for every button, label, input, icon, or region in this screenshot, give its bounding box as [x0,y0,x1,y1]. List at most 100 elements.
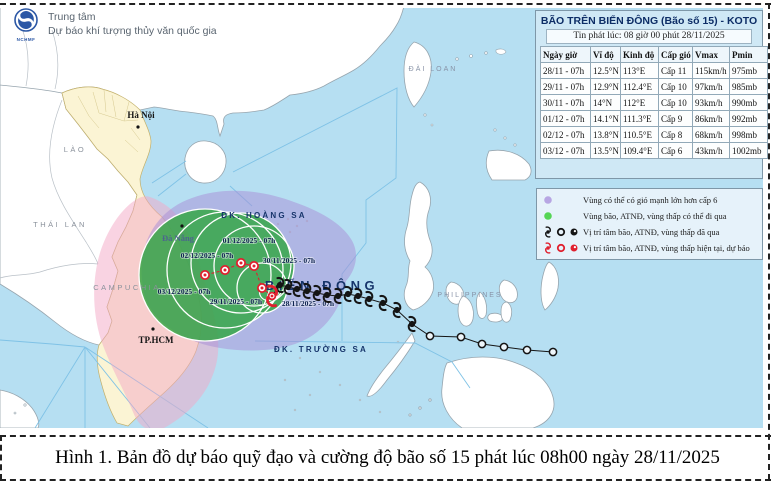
agency-name-line1: Trung tâm [48,11,96,23]
country-borders [0,27,99,279]
figure-caption: Hình 1. Bản đồ dự báo quỹ đạo và cường đ… [55,447,720,468]
table-cell: 30/11 - 07h [540,94,591,111]
nchmf-logo-icon [14,8,38,32]
table-cell: Cấp 8 [658,126,693,143]
table-cell: 109.4°E [620,142,659,159]
map-label: BIỂN ĐÔNG [265,278,379,293]
column-header: Ngày giờ [540,46,591,63]
past-track [266,276,558,357]
forecast-date-label: 03/12/2025 - 07h [158,287,212,296]
land-taiwan [403,41,432,108]
land-hainan [184,140,227,184]
table-row: 29/11 - 07h 12.9°N 112.4°E Cấp 10 97km/h 985m… [540,78,768,95]
land-peninsula [0,389,40,428]
storm-table-panel: BÃO TRÊN BIỂN ĐÔNG (Bão số 15) - KOTO Ti… [535,10,768,179]
table-cell: 01/12 - 07h [540,110,591,127]
map-label: ĐÀI LOAN [409,64,458,73]
forecast-cone-rings [138,208,295,342]
table-row: 02/12 - 07h 13.8°N 110.5°E Cấp 8 68km/h 998mb [540,126,768,143]
map-label: CAMPUCHIA [93,283,161,292]
map-label: ĐK. TRƯỜNG SA [274,345,368,354]
dashed-border-right [768,3,770,480]
table-cell: 86km/h [692,110,730,127]
legend-label: Vị trí tâm bão, ATNĐ, vùng thấp đã qua [583,227,720,237]
current-date-label: 28/11/2025 - 07h [282,299,335,308]
table-cell: 13.8°N [590,126,621,143]
column-header: Cấp gió [658,46,693,63]
table-cell: Cấp 10 [658,94,693,111]
legend-panel: Vùng có thể có gió mạnh lớn hơn cấp 6 Vù… [536,188,763,260]
column-header: Kinh độ [620,46,659,63]
table-cell: 998mb [729,126,768,143]
land-philippines [366,149,559,428]
table-cell: 1002mb [729,142,768,159]
legend-label: Vùng bão, ATNĐ, vùng thấp có thể đi qua [583,211,727,221]
table-cell: 43km/h [692,142,730,159]
agency-name-line2: Dự báo khí tượng thủy văn quốc gia [48,25,217,38]
column-header: Vĩ độ [590,46,621,63]
table-cell: 115km/h [692,62,730,79]
table-cell: Cấp 10 [658,78,693,95]
table-row: 01/12 - 07h 14.1°N 111.3°E Cấp 9 86km/h 992mb [540,110,768,127]
table-cell: 992mb [729,110,768,127]
vietnam-province-lines [77,89,141,153]
dashed-border-top [0,3,771,5]
storm-table-body: 28/11 - 07h 12.5°N 113°E Cấp 11 115km/h 975mb… [540,62,768,159]
table-cell: 14°N [590,94,621,111]
table-cell: 14.1°N [590,110,621,127]
table-cell: 112.4°E [620,78,659,95]
agency-header: NCHMF Trung tâm Dự báo khí tượng thủy vă… [12,7,217,42]
legend-label: Vị trí tâm bão, ATNĐ, vùng thấp hiện tại… [583,243,750,253]
dashed-border-left [0,435,2,480]
table-cell: 97km/h [692,78,730,95]
islands-east-of-taiwan [423,48,517,147]
table-cell: 13.5°N [590,142,621,159]
agency-name: Trung tâm Dự báo khí tượng thủy văn quốc… [48,7,217,38]
table-cell: 02/12 - 07h [540,126,591,143]
table-cell: 990mb [729,94,768,111]
column-header: Vmax [692,46,730,63]
table-cell: 112°E [620,94,659,111]
storm-table: Ngày giờ Vĩ độ Kinh độ Cấp gió Vmax Pmin 28/1… [540,46,768,159]
purple-dot-icon [541,194,583,206]
map-label: LÀO [64,145,87,154]
forecast-date-label: 01/12/2025 - 07h [223,236,277,245]
legend-label: Vùng có thể có gió mạnh lớn hơn cấp 6 [583,195,718,205]
table-cell: 28/11 - 07h [540,62,591,79]
dashed-border-bottom [0,479,771,481]
table-cell: 12.5°N [590,62,621,79]
storm-table-header-row: Ngày giờ Vĩ độ Kinh độ Cấp gió Vmax Pmin [540,46,768,63]
table-cell: Cấp 9 [658,110,693,127]
table-cell: 110.5°E [620,126,659,143]
legend-item-wind-zone: Vùng có thể có gió mạnh lớn hơn cấp 6 [541,192,758,208]
table-cell: 93km/h [692,94,730,111]
table-row: 03/12 - 07h 13.5°N 109.4°E Cấp 6 43km/h 1002m… [540,142,768,159]
column-header: Pmin [729,46,768,63]
table-cell: Cấp 6 [658,142,693,159]
forecast-track: 29/11/2025 - 07h 30/11/2025 - 07h 01/12/20… [157,235,336,309]
table-cell: Cấp 11 [658,62,693,79]
map-label: PHILIPPINES [437,292,502,299]
storm-table-issued: Tin phát lúc: 08 giờ 00 phút 28/11/2025 [546,29,752,44]
map-area-labels: BIỂN ĐÔNG ĐK. HOÀNG SA ĐK. TRƯỜNG SA ĐÀI LO… [33,64,502,354]
forecast-date-label: 29/11/2025 - 07h [210,297,263,306]
island-speck [13,411,17,415]
storm-table-title: BÃO TRÊN BIỂN ĐÔNG (Bão số 15) - KOTO [540,15,758,27]
legend-item-past-positions: Vị trí tâm bão, ATNĐ, vùng thấp đã qua [541,224,758,240]
current-storm-position [266,284,278,308]
agency-logo: NCHMF [12,7,40,42]
forecast-date-label: 02/12/2025 - 07h [181,251,235,260]
table-row: 30/11 - 07h 14°N 112°E Cấp 10 93km/h 990mb [540,94,768,111]
table-cell: 29/11 - 07h [540,78,591,95]
dashed-border-above-caption [0,435,771,437]
table-cell: 113°E [620,62,659,79]
table-cell: 111.3°E [620,110,659,127]
black-track-symbols-icon [541,225,583,239]
red-track-symbols-icon [541,241,583,255]
table-cell: 68km/h [692,126,730,143]
legend-item-cone: Vùng bão, ATNĐ, vùng thấp có thể đi qua [541,208,758,224]
legend-item-current-forecast-positions: Vị trí tâm bão, ATNĐ, vùng thấp hiện tại… [541,240,758,256]
city-label: Đà Nẵng [162,233,195,243]
logo-caption: NCHMF [16,37,36,42]
